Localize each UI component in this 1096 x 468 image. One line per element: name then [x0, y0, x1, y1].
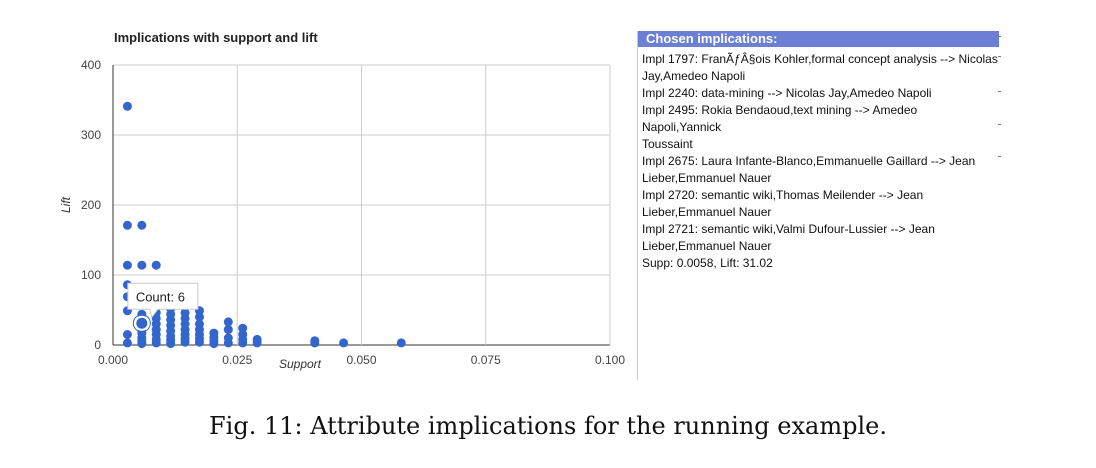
data-point[interactable] [122, 338, 132, 348]
tooltip-label: Count: 6 [136, 289, 185, 304]
chart-grid [112, 64, 611, 346]
data-point[interactable] [151, 260, 161, 270]
data-point[interactable] [252, 338, 262, 348]
data-point[interactable] [223, 317, 233, 327]
x-tick-labels: 0.000 0.025 0.050 0.075 0.100 [98, 353, 625, 367]
data-point[interactable] [180, 337, 190, 347]
data-point[interactable] [137, 339, 147, 349]
y-tick-label: 100 [81, 268, 101, 282]
x-tick-label: 0.000 [98, 353, 128, 367]
data-point[interactable] [310, 338, 320, 348]
implication-line: Impl 1797: FranÃƒÂ§ois Kohler,formal con… [642, 52, 998, 66]
implication-line: Lieber,Emmanuel Nauer [642, 239, 772, 253]
implication-line: Toussaint [642, 137, 693, 151]
y-axis-label: Lift [59, 196, 73, 213]
data-point[interactable] [238, 338, 248, 348]
data-point[interactable] [339, 338, 349, 348]
x-tick-label: 0.075 [471, 353, 501, 367]
data-point[interactable] [166, 339, 176, 349]
data-point[interactable] [396, 338, 406, 348]
y-tick-labels: 0 100 200 300 400 [81, 58, 101, 352]
data-point[interactable] [194, 312, 204, 322]
y-tick-label: 200 [81, 198, 101, 212]
data-point[interactable] [122, 260, 132, 270]
data-points [122, 101, 406, 349]
tooltip-box [127, 282, 199, 319]
y-tick-label: 400 [81, 58, 101, 72]
implication-line: Lieber,Emmanuel Nauer [642, 171, 772, 185]
data-point[interactable] [151, 338, 161, 348]
implications-list: Impl 1797: FranÃƒÂ§ois Kohler,formal con… [638, 47, 999, 272]
data-point[interactable] [122, 101, 132, 111]
implication-line: Impl 2721: semantic wiki,Valmi Dufour-Lu… [642, 222, 935, 236]
data-point[interactable] [122, 220, 132, 230]
implication-line: Lieber,Emmanuel Nauer [642, 205, 772, 219]
panel-edge-marks [998, 36, 1002, 166]
implication-line: Jay,Amedeo Napoli [642, 69, 746, 83]
data-point[interactable] [194, 337, 204, 347]
figure-caption: Fig. 11: Attribute implications for the … [209, 412, 887, 440]
data-point[interactable] [209, 339, 219, 349]
data-point[interactable] [137, 260, 147, 270]
chart-tooltip: Count: 6 [127, 282, 199, 319]
x-tick-label: 0.050 [346, 353, 376, 367]
data-point[interactable] [223, 325, 233, 335]
data-point[interactable] [122, 330, 132, 339]
highlighted-point[interactable] [134, 315, 150, 331]
data-point[interactable] [238, 323, 248, 333]
x-axis-label: Support [279, 357, 322, 371]
x-tick-label: 0.025 [222, 353, 252, 367]
x-tick-label: 0.100 [595, 353, 625, 367]
highlight-ring [132, 314, 151, 333]
implication-line: Impl 2720: semantic wiki,Thomas Meilende… [642, 188, 924, 202]
y-tick-label: 0 [94, 338, 101, 352]
y-tick-label: 300 [81, 128, 101, 142]
panel-header: Chosen implications: [638, 31, 999, 47]
selection-summary: Supp: 0.0058, Lift: 31.02 [642, 256, 773, 270]
chart-title: Implications with support and lift [114, 30, 318, 45]
implication-line: Impl 2240: data-mining --> Nicolas Jay,A… [642, 86, 932, 100]
implication-line: Impl 2675: Laura Infante-Blanco,Emmanuel… [642, 154, 976, 168]
chosen-implications-panel: Chosen implications: Impl 1797: FranÃƒÂ§… [637, 31, 999, 380]
scatter-chart: Implications with support and lift 0 100 2… [59, 30, 625, 371]
implication-line: Impl 2495: Rokia Bendaoud,text mining --… [642, 103, 918, 134]
data-point[interactable] [137, 220, 147, 230]
data-point[interactable] [223, 338, 233, 348]
